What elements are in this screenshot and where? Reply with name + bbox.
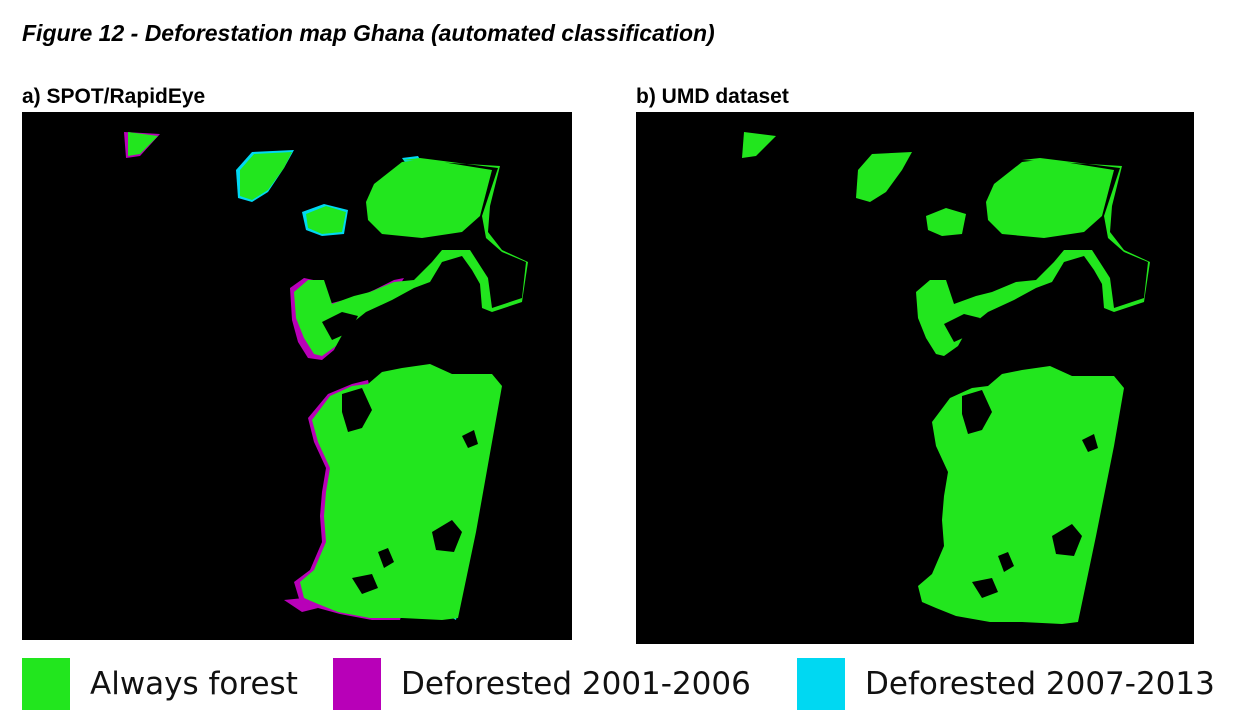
legend-swatch-deforested-2007-2013 — [797, 658, 845, 710]
map-a-svg — [22, 112, 572, 640]
panel-b-label: b) UMD dataset — [636, 85, 789, 108]
map-panel-spot-rapideye — [22, 112, 572, 640]
legend-label-deforested-2001-2006: Deforested 2001-2006 — [401, 666, 751, 702]
map-panel-umd-dataset — [636, 112, 1194, 644]
legend-swatch-always-forest — [22, 658, 70, 710]
map-b-svg — [636, 112, 1194, 644]
legend-label-deforested-2007-2013: Deforested 2007-2013 — [865, 666, 1215, 702]
legend-item-deforested-2007-2013: Deforested 2007-2013 — [797, 658, 1215, 710]
figure-title: Figure 12 - Deforestation map Ghana (aut… — [22, 20, 715, 46]
legend-item-deforested-2001-2006: Deforested 2001-2006 — [333, 658, 751, 710]
map-a-non-forest-gaps — [284, 312, 478, 612]
legend-label-always-forest: Always forest — [90, 666, 298, 702]
panel-a-label: a) SPOT/RapidEye — [22, 85, 206, 108]
legend-swatch-deforested-2001-2006 — [333, 658, 381, 710]
map-b-non-forest-gaps — [944, 314, 1098, 598]
legend-item-always-forest: Always forest — [22, 658, 298, 710]
